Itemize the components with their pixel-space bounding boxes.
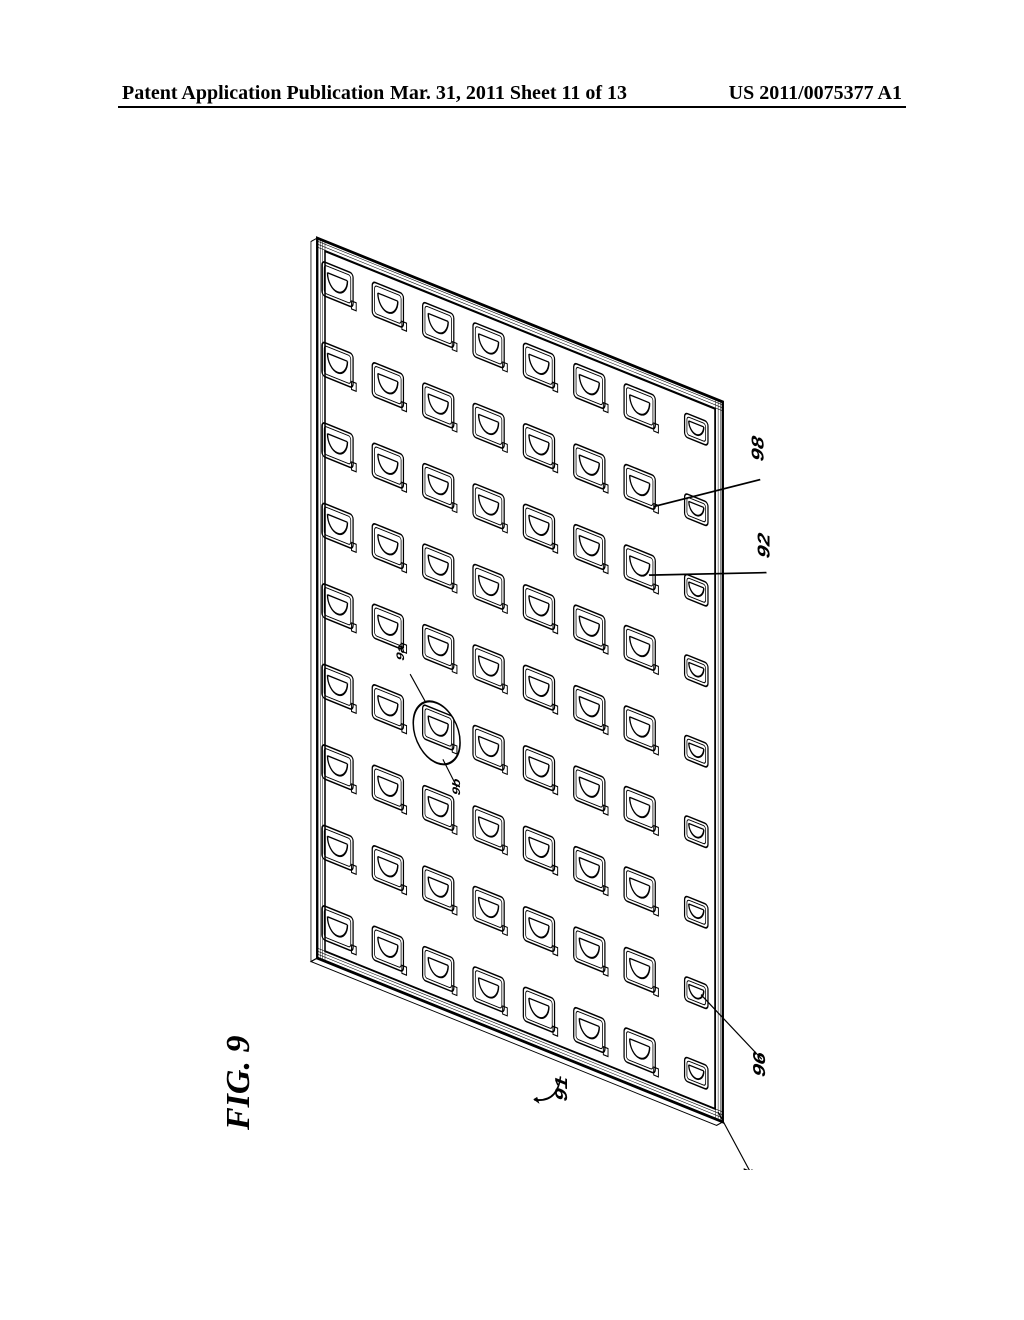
header-rule: [118, 106, 906, 108]
ref-board_ref: 91: [552, 1073, 571, 1105]
header-left: Patent Application Publication: [122, 82, 384, 105]
figure-label: FIG. 9: [220, 1036, 258, 1130]
header-right: US 2011/0075377 A1: [729, 82, 902, 105]
figure-9: 94969298919a9b FIG. 9: [80, 190, 960, 1170]
figure-9-svg: 94969298919a9b: [80, 190, 960, 1170]
ref-r96: 96: [751, 1048, 770, 1080]
header-middle: Mar. 31, 2011 Sheet 11 of 13: [390, 82, 627, 105]
ref-r98: 98: [749, 433, 768, 465]
ref-r94: 94: [741, 1164, 760, 1170]
ref-r92: 92: [755, 530, 774, 562]
